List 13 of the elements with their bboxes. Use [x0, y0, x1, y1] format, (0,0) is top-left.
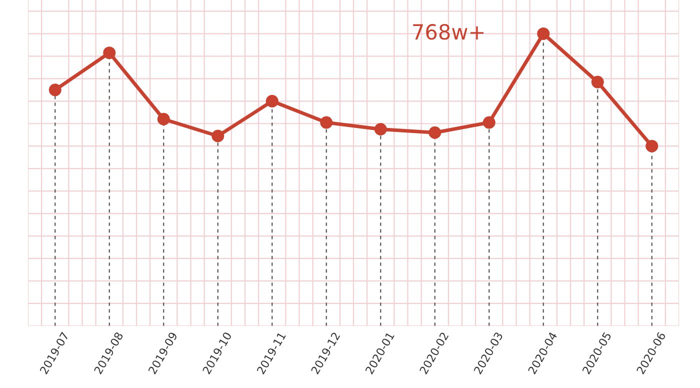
- point: [428, 126, 442, 139]
- point: [482, 116, 496, 129]
- point: [103, 46, 116, 60]
- point: [48, 84, 62, 96]
- point: [266, 94, 278, 108]
- point: [537, 27, 550, 40]
- point: [320, 116, 333, 129]
- point: [646, 140, 658, 152]
- point: [157, 112, 170, 126]
- point: [374, 122, 387, 136]
- point: [591, 76, 604, 88]
- point: [212, 130, 224, 142]
- annotation: 768w+: [413, 24, 484, 40]
